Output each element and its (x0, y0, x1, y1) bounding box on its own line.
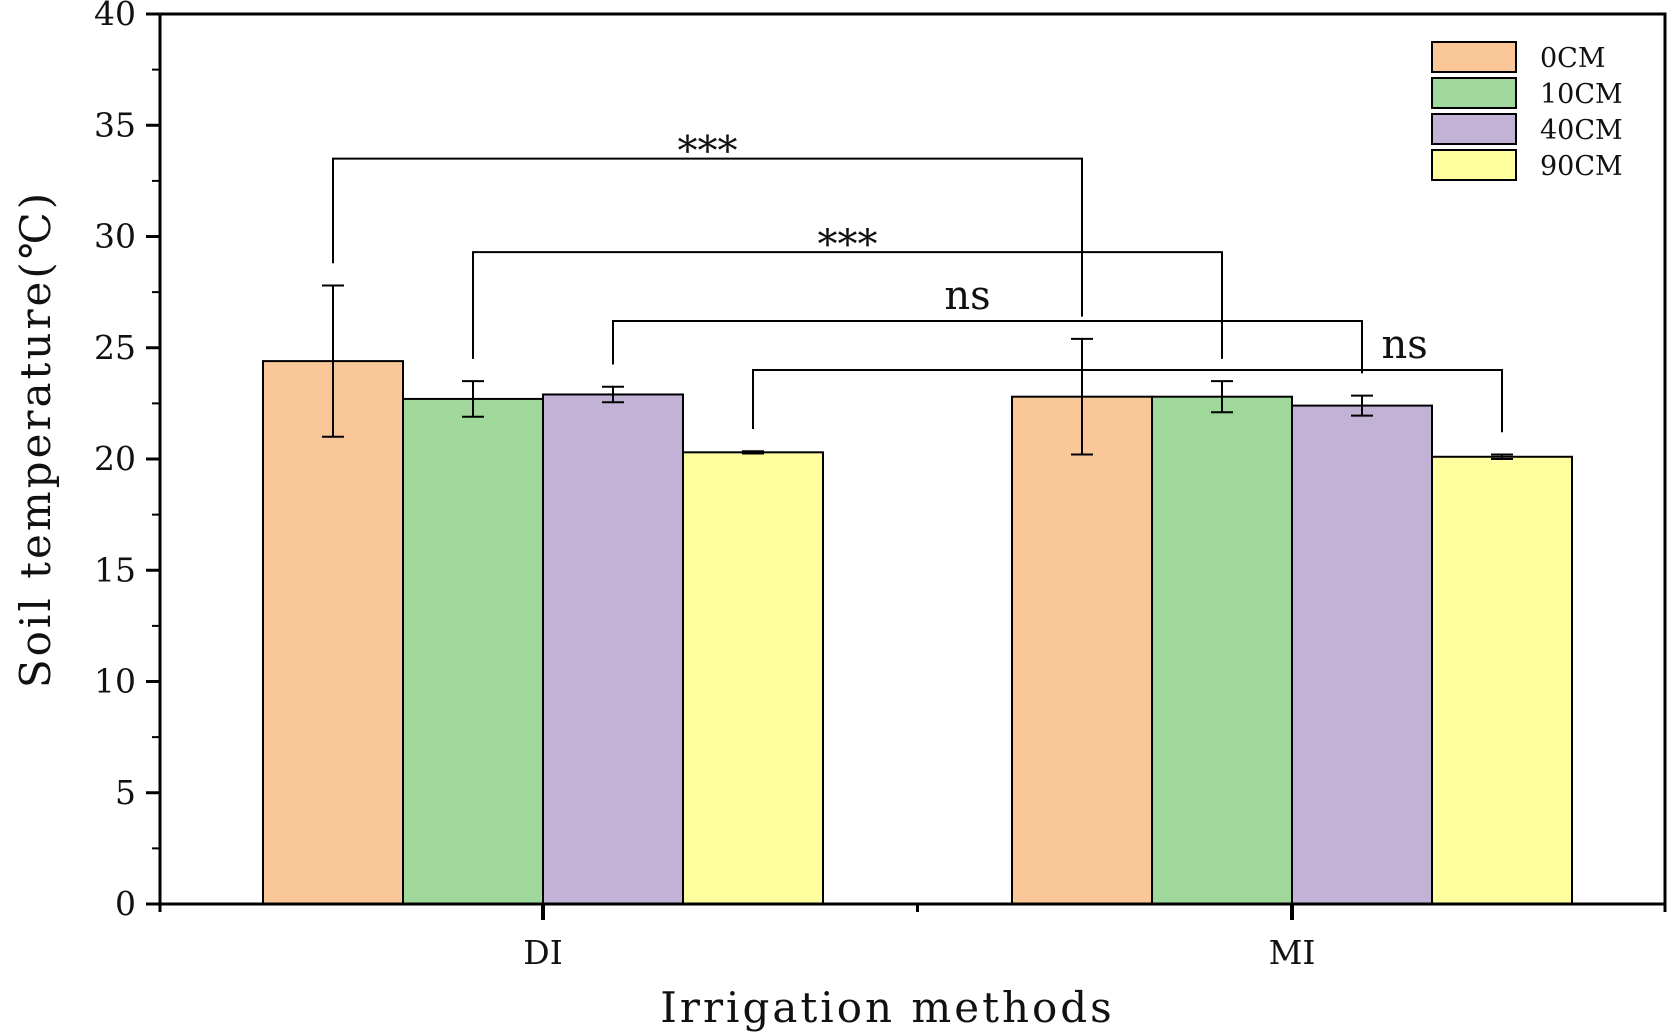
bar-mi-90cm (1431, 455, 1573, 905)
y-tick-label: 30 (94, 217, 136, 256)
y-tick-label: 5 (115, 773, 136, 812)
legend-swatch-0cm (1431, 41, 1517, 73)
x-axis-title: Irrigation methods (660, 983, 1114, 1032)
y-tick-label: 20 (94, 439, 136, 478)
legend-label-40cm: 40CM (1540, 115, 1623, 146)
y-tick-label: 35 (94, 105, 136, 144)
error-bar-di-10cm (462, 380, 484, 418)
bar-di-0cm (262, 360, 404, 906)
bar-di-10cm (402, 397, 544, 905)
y-axis: 0 5 10 15 20 25 30 35 40 (94, 0, 160, 923)
legend-swatch-90cm (1431, 149, 1517, 181)
legend-swatch-40cm (1431, 113, 1517, 145)
bar-di-90cm (682, 451, 824, 905)
bars-layer (262, 360, 1573, 906)
significance-bracket-4 (752, 369, 1503, 433)
legend-label-90cm: 90CM (1540, 151, 1623, 182)
error-bars-layer (322, 284, 1513, 460)
bar-mi-0cm (1011, 395, 1153, 905)
x-axis: DI MI (158, 904, 1667, 972)
y-tick-label: 25 (94, 328, 136, 367)
bar-mi-40cm (1291, 404, 1433, 905)
y-tick-label: 0 (115, 884, 136, 923)
error-bar-di-40cm (602, 385, 624, 404)
y-tick-label: 40 (94, 0, 136, 33)
legend-swatch-10cm (1431, 77, 1517, 109)
bar-mi-10cm (1151, 395, 1293, 905)
significance-label-2: *** (818, 222, 878, 268)
error-bar-mi-90cm (1491, 453, 1513, 460)
significance-label-4: ns (1381, 322, 1427, 368)
error-bar-mi-10cm (1211, 380, 1233, 414)
significance-label-1: *** (678, 129, 738, 175)
error-bar-di-0cm (322, 284, 344, 438)
bar-di-40cm (542, 393, 684, 905)
x-tick-label: MI (1269, 933, 1316, 972)
significance-bracket-2 (472, 251, 1223, 359)
significance-bracket-1 (332, 157, 1083, 317)
significance-label-3: ns (944, 273, 990, 319)
legend-label-0cm: 0CM (1540, 43, 1605, 74)
x-tick-label: DI (523, 933, 563, 972)
significance-bracket-3 (612, 320, 1363, 374)
error-bar-mi-40cm (1351, 394, 1373, 417)
legend: 0CM 10CM 40CM 90CM (1431, 41, 1623, 182)
error-bar-mi-0cm (1071, 337, 1093, 456)
significance-brackets-layer: *** *** ns ns (332, 129, 1503, 433)
legend-label-10cm: 10CM (1540, 79, 1623, 110)
y-tick-label: 10 (94, 662, 136, 701)
error-bar-di-90cm (742, 450, 764, 455)
y-axis-title: Soil temperature(℃) (11, 190, 60, 688)
y-tick-label: 15 (94, 550, 136, 589)
